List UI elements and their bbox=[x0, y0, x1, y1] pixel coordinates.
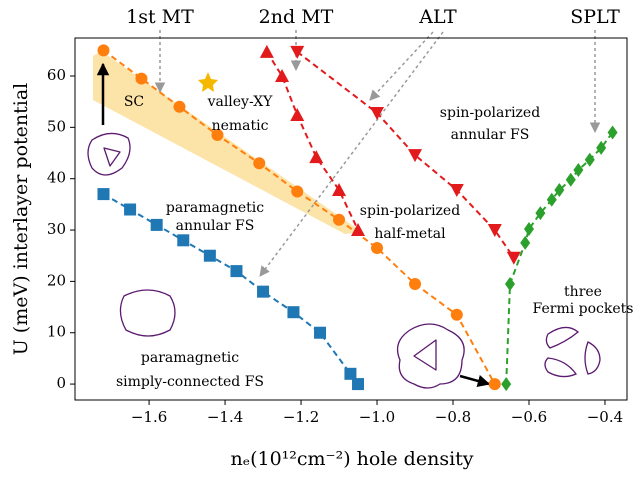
page: {"chart_data": {"type": "line", "x_label… bbox=[0, 0, 634, 481]
y-tick-label: 40 bbox=[47, 169, 66, 187]
y-tick-label: 30 bbox=[47, 220, 66, 238]
point bbox=[451, 309, 463, 321]
point bbox=[290, 46, 304, 59]
point bbox=[501, 377, 511, 391]
point bbox=[173, 101, 185, 113]
point bbox=[352, 378, 364, 390]
x-axis-label: nₑ(10¹²cm⁻²) hole density bbox=[230, 448, 473, 470]
y-tick-label: 20 bbox=[47, 271, 66, 289]
annotation: 1st MT bbox=[126, 6, 194, 28]
point bbox=[585, 153, 595, 167]
x-tick-label: −1.6 bbox=[131, 408, 167, 426]
point bbox=[97, 44, 109, 56]
point bbox=[177, 234, 189, 246]
point bbox=[333, 214, 345, 226]
fs-arrow bbox=[460, 376, 489, 384]
point bbox=[204, 250, 216, 262]
annotation: nematic bbox=[212, 118, 269, 134]
point bbox=[370, 107, 384, 120]
point bbox=[520, 236, 530, 250]
annotation: annular FS bbox=[176, 218, 255, 234]
annotation: SPLT bbox=[570, 6, 620, 28]
point bbox=[332, 183, 346, 196]
annotation: spin-polarized bbox=[440, 105, 540, 121]
annotation: valley-XY bbox=[207, 94, 274, 110]
point bbox=[260, 45, 274, 58]
point bbox=[275, 69, 289, 82]
x-tick-label: −1.0 bbox=[359, 408, 395, 426]
point bbox=[287, 306, 299, 318]
annotation: simply-connected FS bbox=[116, 374, 264, 390]
annotation: spin-polarized bbox=[360, 203, 460, 219]
chart: nₑ(10¹²cm⁻²) hole density U (meV) interl… bbox=[0, 0, 634, 476]
point bbox=[230, 265, 242, 277]
point bbox=[344, 368, 356, 380]
y-tick-label: 10 bbox=[47, 323, 66, 341]
point bbox=[314, 327, 326, 339]
y-tick-label: 60 bbox=[47, 66, 66, 84]
point bbox=[309, 150, 323, 163]
point bbox=[257, 286, 269, 298]
point bbox=[151, 219, 163, 231]
annotation: paramagnetic bbox=[141, 350, 239, 366]
point bbox=[253, 157, 265, 169]
x-tick-label: −1.2 bbox=[283, 408, 319, 426]
point bbox=[566, 173, 576, 187]
x-tick-label: −0.8 bbox=[435, 408, 471, 426]
point bbox=[505, 277, 515, 291]
point bbox=[488, 224, 502, 237]
point bbox=[135, 73, 147, 85]
annotation: 2nd MT bbox=[259, 6, 334, 28]
point bbox=[371, 242, 383, 254]
x-tick-label: −0.4 bbox=[587, 408, 623, 426]
point bbox=[409, 278, 421, 290]
star bbox=[198, 72, 218, 92]
annotation: paramagnetic bbox=[166, 200, 264, 216]
annotation: SC bbox=[124, 94, 144, 110]
point bbox=[124, 204, 136, 216]
y-tick-label: 0 bbox=[56, 374, 66, 392]
annotation: three bbox=[564, 284, 602, 300]
y-axis-label: U (meV) interlayer potential bbox=[10, 83, 32, 356]
point bbox=[573, 163, 583, 177]
point bbox=[489, 378, 501, 390]
annotation: Fermi pockets bbox=[533, 301, 634, 317]
x-tick-label: −1.4 bbox=[207, 408, 243, 426]
point bbox=[290, 108, 304, 121]
point bbox=[291, 186, 303, 198]
annotation: annular FS bbox=[451, 127, 530, 143]
annotation: ALT bbox=[418, 6, 457, 28]
annotation: half-metal bbox=[374, 226, 446, 242]
x-tick-label: −0.6 bbox=[511, 408, 547, 426]
series-line bbox=[506, 132, 612, 384]
point bbox=[97, 188, 109, 200]
y-tick-label: 50 bbox=[47, 117, 66, 135]
point bbox=[450, 184, 464, 197]
